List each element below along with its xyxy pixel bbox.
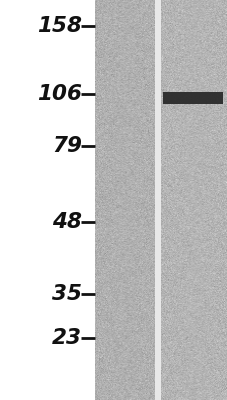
- Text: 158: 158: [37, 16, 82, 36]
- Bar: [160, 0, 227, 400]
- Text: 23: 23: [52, 328, 82, 348]
- Text: 48: 48: [52, 212, 82, 232]
- Bar: [154, 0, 160, 400]
- Text: 106: 106: [37, 84, 82, 104]
- Text: 35: 35: [52, 284, 82, 304]
- Bar: [162, 92, 222, 104]
- Text: 79: 79: [52, 136, 82, 156]
- Bar: [94, 0, 154, 400]
